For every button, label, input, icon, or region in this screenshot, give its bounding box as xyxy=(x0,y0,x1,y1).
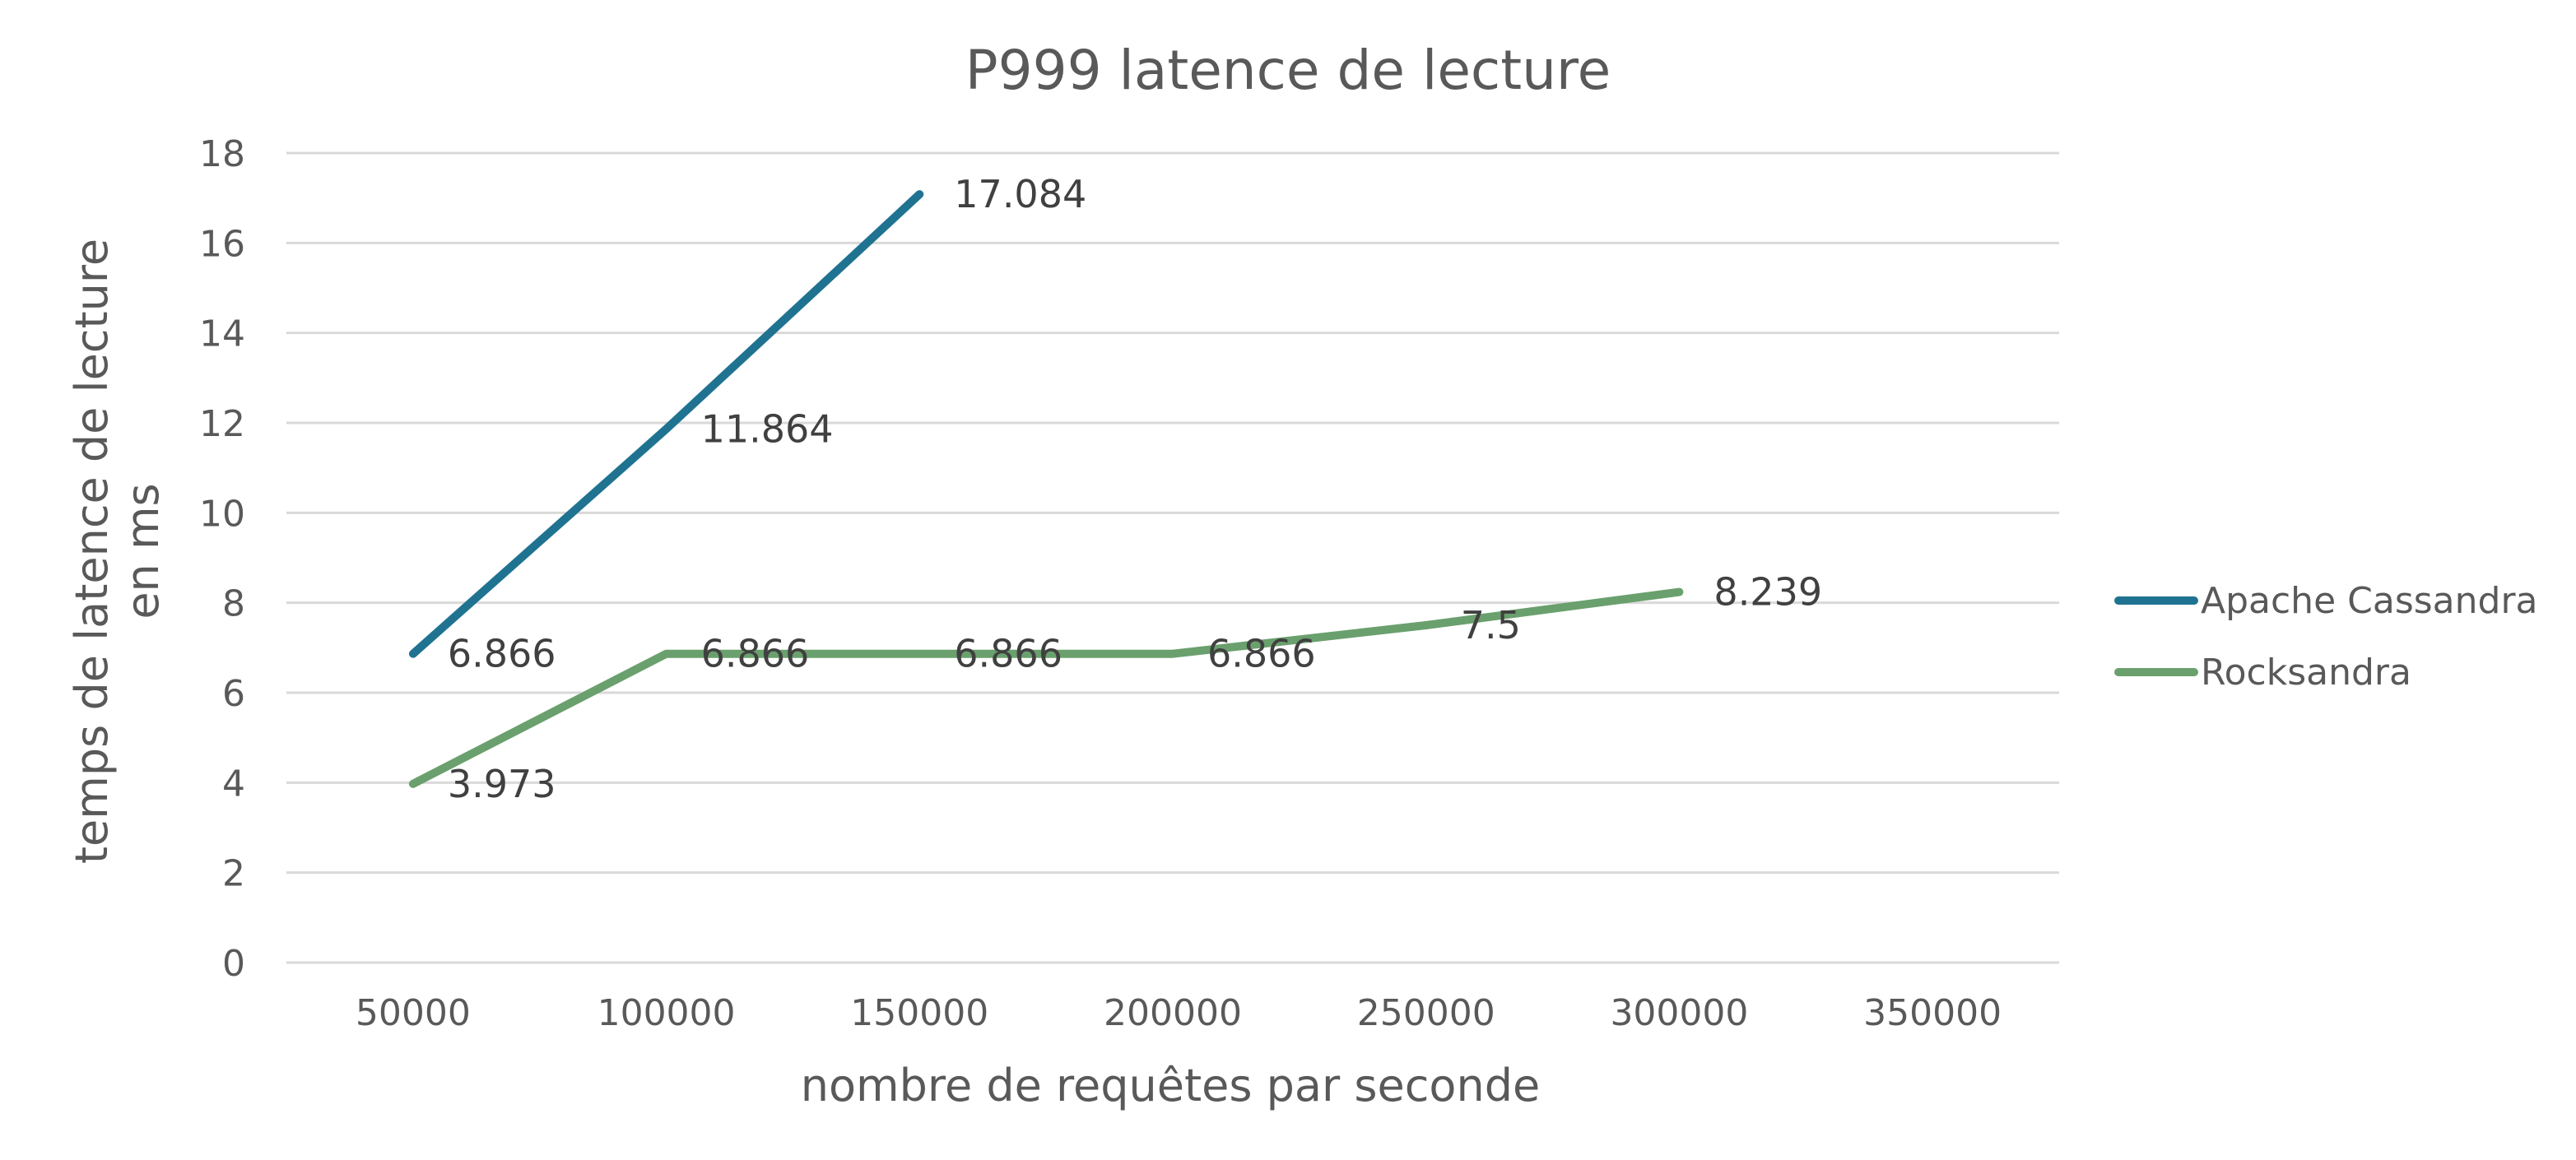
y-tick-label: 10 xyxy=(199,493,245,535)
y-tick-label: 0 xyxy=(222,943,245,985)
data-label: 6.866 xyxy=(954,632,1062,676)
data-label: 6.866 xyxy=(1207,632,1316,676)
data-label: 7.5 xyxy=(1461,603,1521,647)
x-tick-label: 50000 xyxy=(356,992,471,1034)
x-tick-label: 150000 xyxy=(850,992,988,1034)
data-label: 8.239 xyxy=(1713,570,1822,615)
data-labels: 6.866 11.864 17.084 3.973 6.866 6.866 6.866 7.5… xyxy=(448,172,1822,806)
x-tick-label: 300000 xyxy=(1610,992,1748,1034)
y-axis-ticks: 0 2 4 6 8 10 12 14 16 18 xyxy=(199,133,245,985)
data-label: 3.973 xyxy=(448,762,556,806)
gridlines xyxy=(286,151,2059,964)
y-tick-label: 4 xyxy=(222,763,245,805)
series-lines xyxy=(408,190,1684,788)
y-tick-label: 12 xyxy=(199,403,245,445)
y-axis-title-line-1: temps de latence de lecture xyxy=(66,239,118,864)
y-axis-title: temps de latence de lecture en ms xyxy=(66,239,169,864)
data-label: 11.864 xyxy=(701,406,834,451)
x-tick-label: 250000 xyxy=(1357,992,1495,1034)
legend: Apache Cassandra Rocksandra xyxy=(2114,580,2538,694)
x-axis-ticks: 50000 100000 150000 200000 250000 300000 35000… xyxy=(356,992,2002,1034)
y-tick-label: 14 xyxy=(199,313,245,355)
y-tick-label: 8 xyxy=(222,583,245,625)
data-label: 6.866 xyxy=(448,632,556,676)
y-axis-title-line-2: en ms xyxy=(117,483,169,619)
series-line-2 xyxy=(408,587,1684,788)
y-tick-label: 16 xyxy=(199,223,245,265)
x-tick-label: 350000 xyxy=(1863,992,2002,1034)
data-label: 6.866 xyxy=(701,632,810,676)
legend-label: Rocksandra xyxy=(2201,652,2411,694)
series-line-1 xyxy=(408,190,924,658)
x-axis-title: nombre de requêtes par seconde xyxy=(801,1060,1540,1111)
x-tick-label: 100000 xyxy=(598,992,736,1034)
legend-label: Apache Cassandra xyxy=(2201,580,2538,622)
y-tick-label: 18 xyxy=(199,133,245,175)
y-tick-label: 2 xyxy=(222,853,245,895)
x-tick-label: 200000 xyxy=(1104,992,1242,1034)
chart-title: P999 latence de lecture xyxy=(965,39,1611,102)
data-label: 17.084 xyxy=(954,172,1086,216)
y-tick-label: 6 xyxy=(222,673,245,715)
